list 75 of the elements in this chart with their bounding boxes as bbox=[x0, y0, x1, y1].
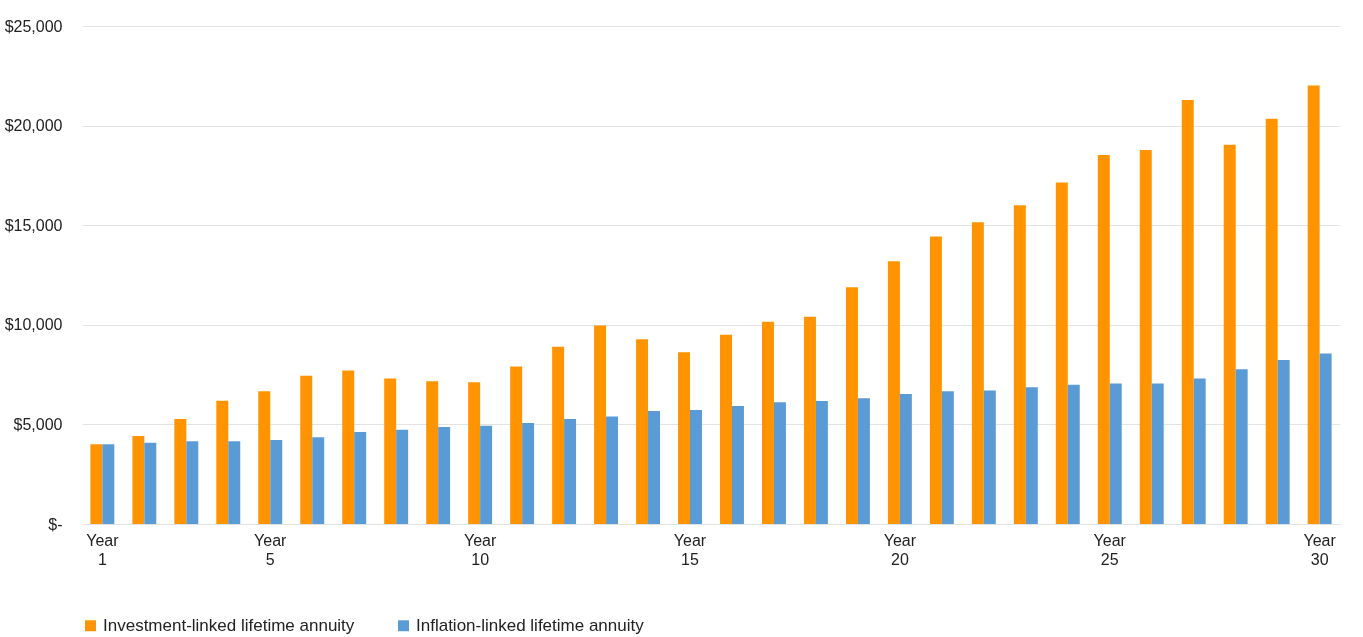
y-tick-label: $15,000 bbox=[4, 216, 63, 234]
bar bbox=[480, 425, 493, 524]
bar bbox=[90, 444, 103, 524]
bar bbox=[1319, 353, 1332, 524]
bar bbox=[342, 370, 355, 524]
bar bbox=[312, 437, 325, 524]
bar bbox=[731, 406, 744, 524]
bar bbox=[773, 402, 786, 524]
legend-label: Investment-linked lifetime annuity bbox=[103, 615, 355, 635]
bar bbox=[1307, 85, 1320, 524]
bar bbox=[270, 439, 283, 524]
bar bbox=[1235, 369, 1248, 524]
x-tick-label: Year 25 bbox=[1093, 531, 1127, 568]
bar bbox=[102, 444, 115, 524]
bar bbox=[1025, 387, 1038, 524]
bar bbox=[564, 419, 577, 524]
bar bbox=[720, 334, 732, 524]
bar bbox=[1265, 118, 1278, 524]
bar bbox=[1139, 149, 1152, 524]
bar bbox=[1151, 383, 1164, 524]
bar bbox=[594, 325, 607, 524]
bar bbox=[354, 431, 367, 524]
x-tick-label: Year 5 bbox=[254, 531, 288, 568]
bar bbox=[438, 426, 451, 524]
bar bbox=[258, 391, 271, 524]
x-tick-label: Year 30 bbox=[1303, 531, 1337, 568]
y-tick-label: $- bbox=[48, 515, 63, 533]
bar bbox=[552, 346, 565, 524]
bar bbox=[941, 391, 954, 524]
y-tick-label: $25,000 bbox=[4, 17, 63, 35]
bar bbox=[1109, 383, 1122, 524]
bar bbox=[132, 435, 145, 524]
bar bbox=[144, 442, 157, 524]
bar bbox=[522, 423, 535, 524]
x-tick-label: Year 1 bbox=[86, 531, 120, 568]
bar bbox=[1013, 205, 1026, 524]
bar bbox=[426, 381, 439, 524]
bar bbox=[174, 419, 187, 524]
bar bbox=[803, 316, 816, 524]
bar bbox=[815, 400, 828, 524]
bar bbox=[1067, 384, 1080, 524]
bar bbox=[216, 400, 229, 524]
bar bbox=[929, 236, 942, 524]
bar bbox=[887, 261, 900, 524]
bar bbox=[300, 375, 313, 524]
bar bbox=[468, 382, 481, 524]
bar bbox=[1181, 99, 1194, 524]
y-tick-label: $5,000 bbox=[13, 415, 63, 433]
y-tick-label: $20,000 bbox=[4, 117, 63, 135]
bar bbox=[648, 411, 660, 524]
bar bbox=[510, 366, 523, 524]
bar bbox=[845, 287, 858, 524]
y-tick-label: $10,000 bbox=[4, 316, 63, 334]
bar bbox=[1277, 360, 1290, 524]
bar bbox=[186, 441, 199, 524]
bar bbox=[678, 352, 691, 524]
bar bbox=[1223, 144, 1236, 524]
x-tick-label: Year 15 bbox=[673, 531, 707, 568]
bar bbox=[396, 429, 409, 524]
bar bbox=[857, 398, 870, 524]
bar bbox=[1097, 155, 1110, 524]
bar bbox=[606, 416, 619, 524]
bar bbox=[1055, 182, 1068, 524]
bar bbox=[636, 339, 649, 524]
bar bbox=[384, 378, 397, 524]
bar bbox=[971, 222, 984, 524]
bar bbox=[1193, 378, 1206, 524]
bar bbox=[690, 410, 702, 524]
x-tick-label: Year 10 bbox=[463, 531, 497, 568]
x-tick-label: Year 20 bbox=[883, 531, 917, 568]
bar bbox=[228, 441, 241, 524]
bar bbox=[983, 390, 996, 524]
legend-label: Inflation-linked lifetime annuity bbox=[416, 615, 645, 635]
bar bbox=[899, 393, 912, 524]
bar bbox=[762, 321, 774, 524]
